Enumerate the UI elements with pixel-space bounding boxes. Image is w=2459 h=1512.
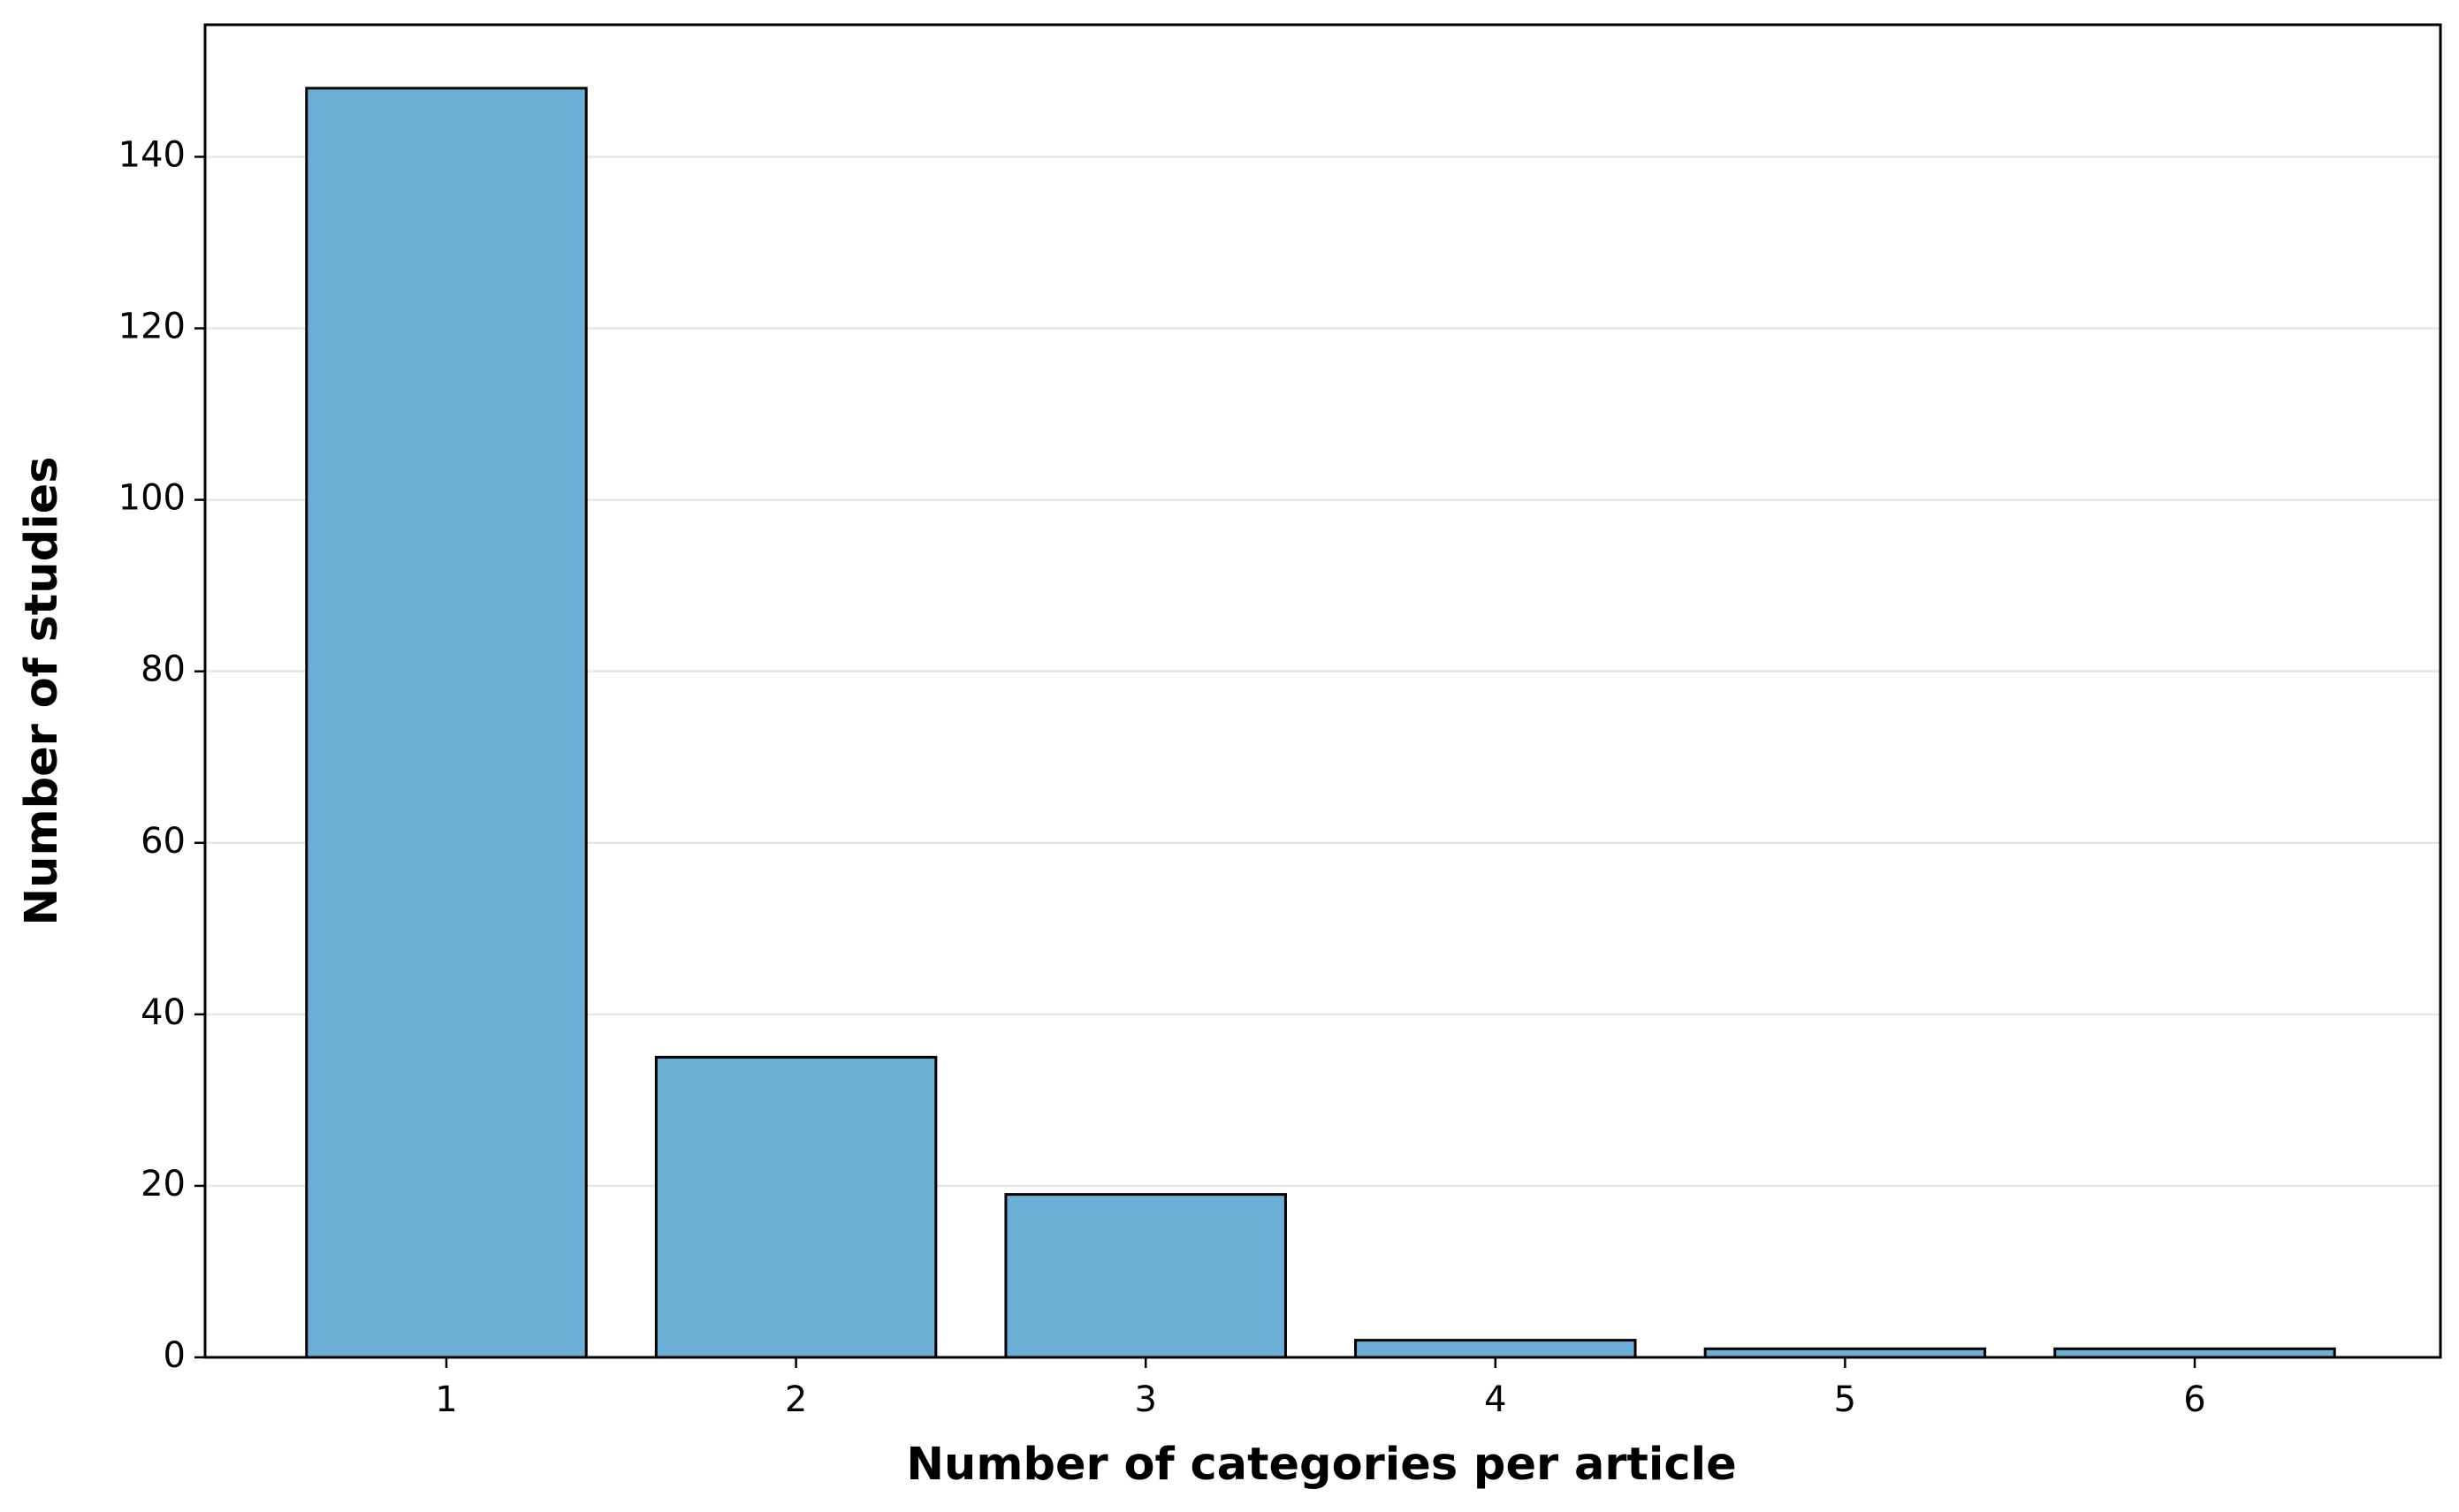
plot-frame [203, 23, 2442, 1359]
y-tick-label: 40 [141, 992, 186, 1033]
x-tick-label: 1 [435, 1379, 457, 1420]
y-tick-label: 0 [164, 1335, 186, 1376]
y-tick-label: 100 [118, 478, 186, 519]
y-tick-label: 20 [141, 1164, 186, 1204]
bar [654, 1055, 938, 1359]
y-tick-label: 120 [118, 307, 186, 347]
y-tick-label: 60 [141, 821, 186, 862]
x-tick-label: 3 [1134, 1379, 1156, 1420]
bar [1354, 1339, 1637, 1359]
bar [1004, 1193, 1287, 1359]
x-tick-label: 4 [1484, 1379, 1506, 1420]
x-tick-label: 5 [1834, 1379, 1856, 1420]
y-tick-label: 80 [141, 650, 186, 690]
x-axis-label: Number of categories per article [906, 1439, 1736, 1491]
x-tick-label: 2 [785, 1379, 807, 1420]
y-axis-label: Number of studies [16, 456, 68, 925]
bar [305, 87, 588, 1359]
y-tick-label: 140 [118, 134, 186, 175]
x-tick-label: 6 [2183, 1379, 2205, 1420]
